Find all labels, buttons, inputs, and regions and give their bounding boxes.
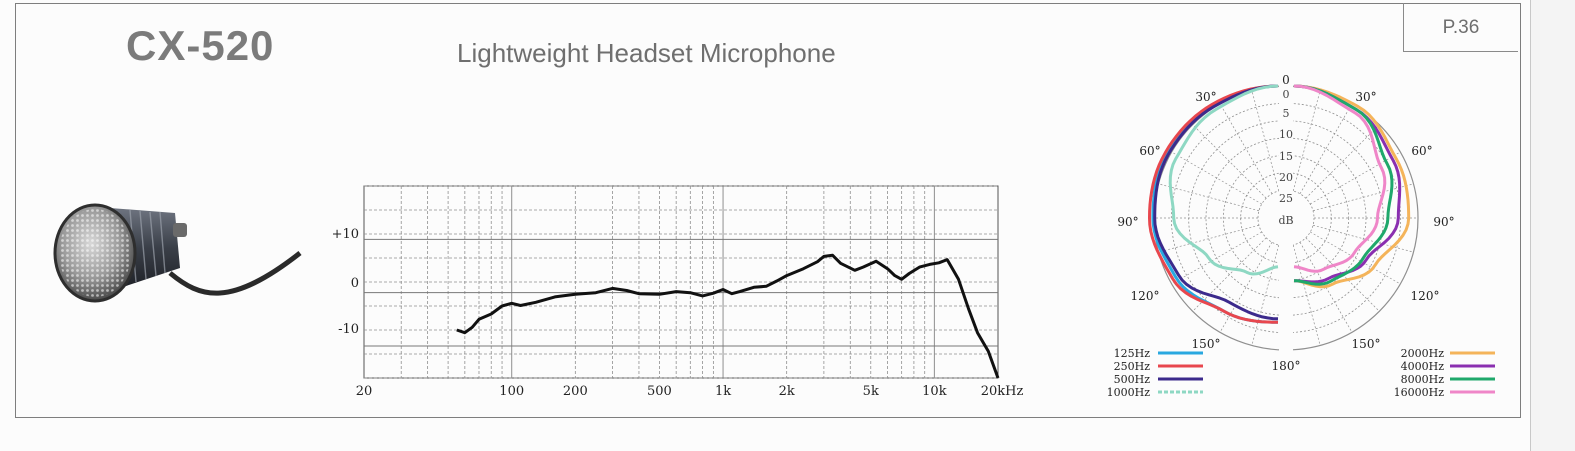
polar-curve-16000hz: [1293, 84, 1387, 273]
radial-tick-label: 25: [1279, 192, 1293, 205]
polar-spoke: [1310, 151, 1401, 205]
polar-spoke: [1192, 124, 1267, 199]
x-tick-label: 5k: [863, 384, 879, 399]
angle-label-right-120: 120°: [1411, 289, 1440, 303]
page-number-box: P.36: [1403, 3, 1518, 52]
legend-label-16000hz: 16000Hz: [1394, 386, 1445, 399]
x-tick-label: 500: [647, 384, 672, 399]
angle-label-left-150: 150°: [1192, 337, 1221, 351]
polar-pattern-chart: 0 180° 0 5 10 15 20 25 dB 30° 60° 90° 12…: [1107, 73, 1495, 399]
polar-top-label: 0: [1282, 73, 1290, 87]
x-tick-label: 2k: [779, 384, 795, 399]
model-name: CX-520: [126, 22, 275, 69]
angle-label-right-60: 60°: [1411, 144, 1432, 158]
radial-tick-label: 5: [1283, 107, 1290, 120]
angle-label-right-90: 90°: [1433, 215, 1454, 229]
radial-tick-label: 10: [1279, 128, 1293, 141]
y-tick-label: 0: [351, 276, 359, 291]
frequency-response-curve: [456, 253, 1000, 379]
polar-spoke: [1251, 244, 1280, 346]
polar-curves: [1148, 84, 1411, 324]
x-tick-label: 100: [499, 384, 524, 399]
polar-spoke: [1251, 90, 1280, 192]
radial-tick-label: 20: [1279, 171, 1293, 184]
polar-curve-2000hz: [1293, 84, 1411, 289]
product-subtitle: Lightweight Headset Microphone: [457, 38, 836, 68]
angle-label-right-150: 150°: [1352, 337, 1381, 351]
polar-spoke: [1305, 124, 1380, 199]
polar-ring: [1222, 154, 1350, 282]
fr-grid: [363, 185, 999, 379]
page-number: P.36: [1442, 17, 1480, 38]
angle-label-right-30: 30°: [1355, 90, 1376, 104]
angle-label-left-120: 120°: [1131, 289, 1160, 303]
polar-labels: 0 180° 0 5 10 15 20 25 dB 30° 60° 90° 12…: [1117, 73, 1454, 373]
polar-spoke: [1299, 242, 1353, 333]
x-tick-label: 200: [563, 384, 588, 399]
polar-curve-1000hz: [1168, 84, 1279, 276]
legend-label-500hz: 500Hz: [1114, 373, 1151, 386]
polar-ring: [1170, 102, 1402, 334]
fr-y-ticks: +10 0 -10: [332, 227, 359, 337]
polar-legend: 125Hz 250Hz 500Hz 1000Hz 2000Hz 4000Hz 8…: [1107, 347, 1495, 399]
polar-spoke: [1219, 242, 1273, 333]
radial-unit-label: dB: [1278, 214, 1293, 227]
polar-spoke: [1299, 103, 1353, 194]
legend-label-2000hz: 2000Hz: [1401, 347, 1445, 360]
headset-microphone-photo: [53, 203, 302, 303]
polar-spoke: [1312, 224, 1414, 253]
polar-bottom-label: 180°: [1272, 359, 1301, 373]
polar-curve-8000hz: [1293, 84, 1394, 286]
y-tick-label: -10: [338, 322, 359, 337]
angle-label-left-60: 60°: [1139, 144, 1160, 158]
fr-x-ticks: 20 100 200 500 1k 2k 5k 10k 20kHz: [356, 384, 1024, 399]
polar-spoke: [1292, 244, 1321, 346]
legend-label-250hz: 250Hz: [1114, 360, 1151, 373]
x-tick-label: 10k: [922, 384, 947, 399]
polar-curve-500hz: [1153, 84, 1279, 321]
x-tick-label: 1k: [715, 384, 731, 399]
polar-spoke: [1292, 90, 1321, 192]
angle-label-left-30: 30°: [1195, 90, 1216, 104]
x-tick-label: 20kHz: [981, 384, 1024, 399]
polar-curve-250hz: [1148, 84, 1279, 324]
x-tick-label: 20: [356, 384, 373, 399]
page-edge: [1530, 0, 1575, 451]
frequency-response-chart: +10 0 -10 20 100 200 500 1k 2k 5k 10k 20kHz: [332, 185, 1024, 399]
polar-spoke: [1219, 103, 1273, 194]
polar-spoke: [1312, 183, 1414, 212]
polar-divider: [1279, 82, 1293, 354]
angle-label-left-90: 90°: [1117, 215, 1138, 229]
radial-tick-label: 0: [1283, 88, 1290, 101]
legend-label-8000hz: 8000Hz: [1401, 373, 1445, 386]
y-tick-label: +10: [332, 227, 359, 242]
polar-spoke: [1192, 237, 1267, 312]
radial-tick-label: 15: [1279, 150, 1293, 163]
legend-label-4000hz: 4000Hz: [1401, 360, 1445, 373]
legend-label-1000hz: 1000Hz: [1107, 386, 1151, 399]
page-frame: [15, 3, 1521, 418]
legend-label-125hz: 125Hz: [1114, 347, 1151, 360]
